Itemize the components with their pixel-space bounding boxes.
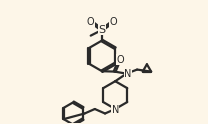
Text: O: O bbox=[109, 17, 117, 27]
Text: S: S bbox=[98, 25, 105, 35]
Text: N: N bbox=[124, 69, 132, 79]
Text: O: O bbox=[117, 55, 125, 65]
Text: N: N bbox=[111, 105, 119, 115]
Text: O: O bbox=[87, 17, 94, 27]
